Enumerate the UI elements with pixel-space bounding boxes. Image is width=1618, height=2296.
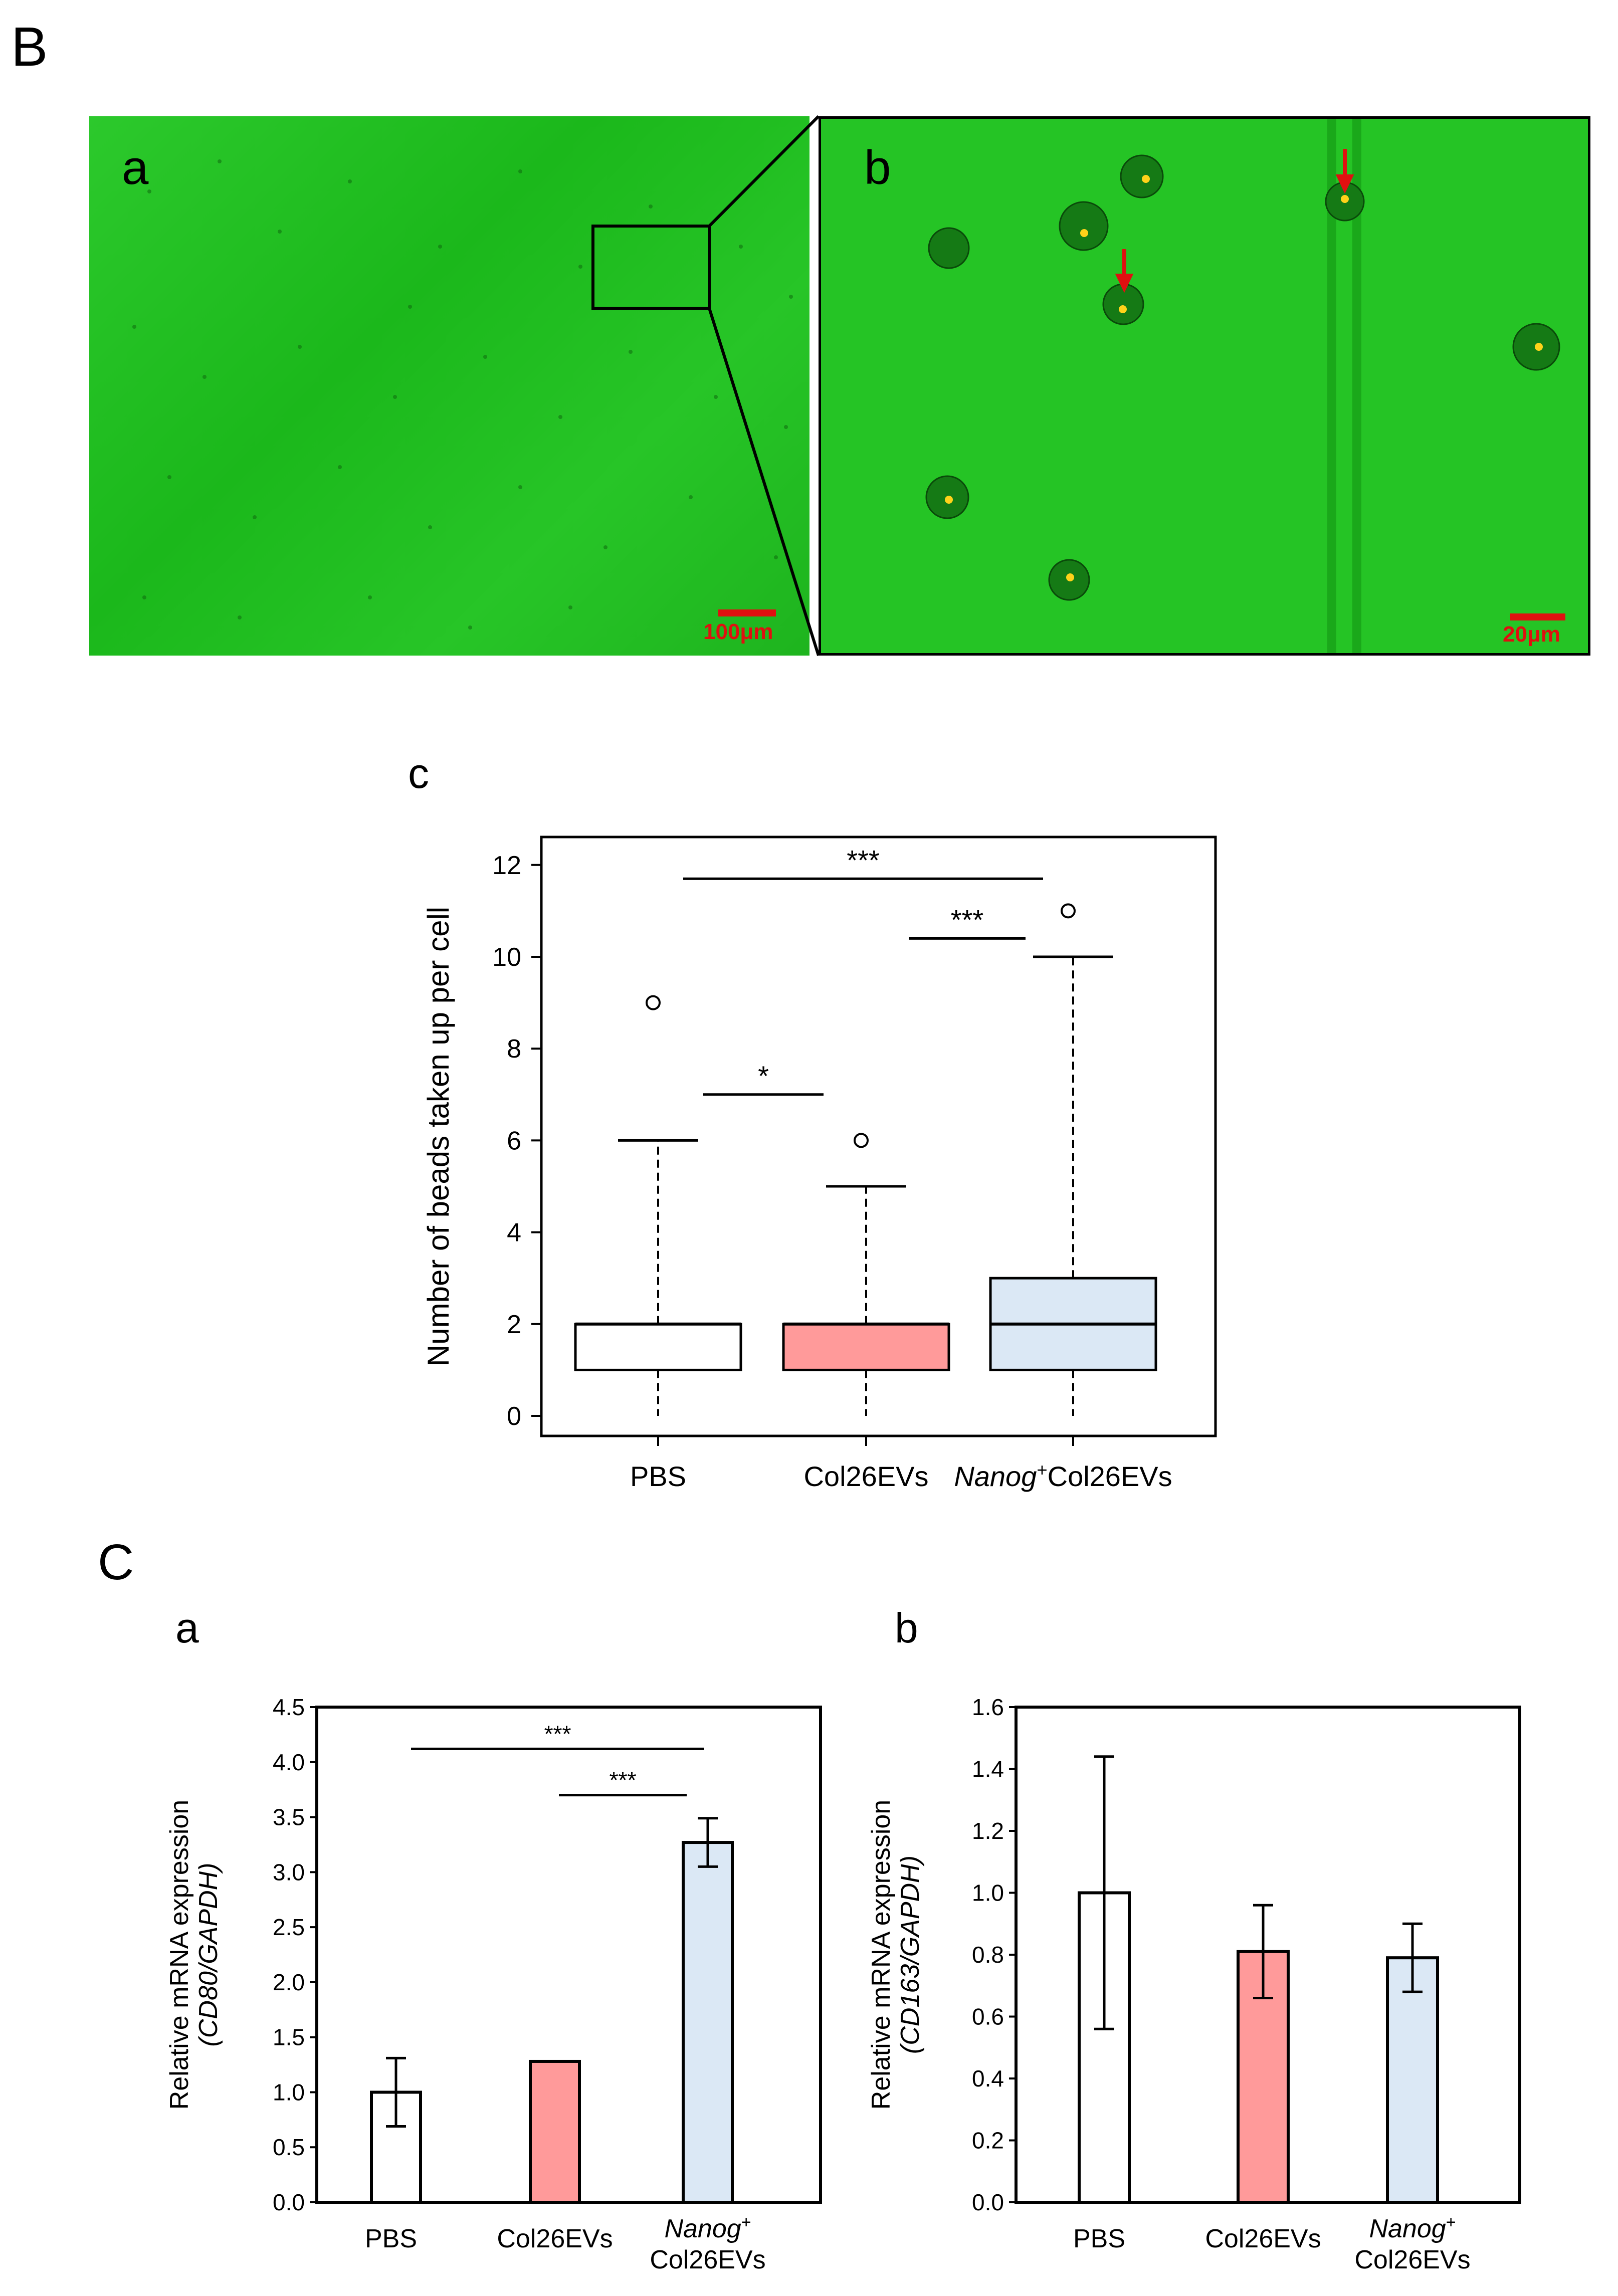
y-tick-label: 4 (507, 1218, 521, 1247)
y-tick-label: 2.5 (273, 1914, 305, 1940)
panel-label-B: B (11, 16, 48, 78)
y-tick-label: 8 (507, 1034, 521, 1064)
significance-label: *** (544, 1721, 571, 1747)
box (782, 1323, 950, 1371)
y-tick-label: 0.5 (273, 2134, 305, 2160)
micrograph-a: 100μm (89, 116, 810, 656)
y-tick-label: 0.0 (273, 2189, 305, 2215)
significance-label: * (758, 1060, 769, 1092)
y-tick-label: 0.4 (972, 2065, 1004, 2092)
y-axis-label: Number of beads taken up per cell (422, 907, 455, 1366)
micrograph-b-label: b (864, 141, 891, 194)
bar-chart-cd163: 0.0 0.2 0.4 0.6 0.8 1.0 1.2 1.4 1.6 Relative mRNA… (867, 1694, 1521, 2274)
y-tick-label: 1.2 (972, 1818, 1004, 1844)
y-tick-label: 3.0 (273, 1859, 305, 1885)
x-tick-label-nanog-line1: Nanog+ (664, 2213, 751, 2243)
panel-label-Ca: a (175, 1604, 199, 1651)
y-tick-label: 2 (507, 1310, 521, 1339)
y-tick-label: 1.6 (972, 1694, 1004, 1720)
outlier-point (854, 1133, 869, 1148)
y-tick-label: 2.0 (273, 1969, 305, 1995)
micrograph-a-cells (132, 159, 793, 630)
boxplot-chart: 0 2 4 6 8 10 12 Number of beads taken up per ce… (422, 836, 1217, 1493)
y-tick-label: 0 (507, 1402, 521, 1431)
significance-label: *** (951, 904, 983, 935)
scale-bar-b (1510, 613, 1565, 620)
bar (1386, 1956, 1439, 2204)
y-tick-label: 10 (492, 943, 521, 972)
y-tick-label: 1.4 (972, 1756, 1004, 1782)
x-tick-label-nanog-col26evs: Nanog+Col26EVs (954, 1459, 1172, 1493)
bar-chart-cd80: 0.0 0.5 1.0 1.5 2.0 2.5 3.0 3.5 4.0 4.5 Relative m… (165, 1694, 822, 2274)
x-tick-label-col26evs: Col26EVs (803, 1460, 928, 1492)
x-tick-label-pbs: PBS (1073, 2224, 1125, 2253)
scale-label-b: 20μm (1503, 622, 1560, 647)
outlier-point (646, 995, 661, 1010)
y-axis-label: Relative mRNA expression (165, 1800, 194, 2110)
scale-label-a: 100μm (703, 619, 773, 644)
bar (682, 1841, 734, 2204)
significance-label: *** (610, 1767, 637, 1793)
x-tick-label-pbs: PBS (630, 1460, 686, 1492)
y-axis-label-ratio: (CD163/GAPDH) (896, 1855, 925, 2054)
bar (529, 2059, 581, 2204)
x-tick-label-nanog-line1: Nanog+ (1369, 2213, 1456, 2243)
y-tick-label: 1.0 (273, 2079, 305, 2105)
significance-label: *** (847, 844, 879, 876)
panel-label-c: c (408, 750, 429, 797)
y-tick-label: 4.0 (273, 1749, 305, 1775)
y-tick-label: 4.5 (273, 1694, 305, 1720)
y-tick-label: 1.0 (972, 1880, 1004, 1906)
y-tick-label: 0.6 (972, 2004, 1004, 2030)
y-axis-label-ratio: (CD80/GAPDH) (194, 1863, 223, 2047)
y-tick-label: 12 (492, 851, 521, 880)
y-tick-label: 3.5 (273, 1804, 305, 1830)
y-axis-label: Relative mRNA expression (867, 1800, 896, 2110)
x-tick-label-nanog-line2: Col26EVs (650, 2245, 765, 2274)
y-tick-label: 0.2 (972, 2128, 1004, 2154)
micrograph-a-label: a (122, 141, 149, 194)
x-tick-label-pbs: PBS (365, 2224, 417, 2253)
x-tick-label-nanog-line2: Col26EVs (1354, 2245, 1470, 2274)
micrograph-b: 20μm (819, 116, 1590, 656)
panel-label-Cb: b (895, 1604, 918, 1651)
outlier-point (1061, 903, 1076, 919)
x-tick-label-col26evs: Col26EVs (497, 2224, 613, 2253)
x-tick-label-col26evs: Col26EVs (1205, 2224, 1321, 2253)
y-tick-label: 0.8 (972, 1942, 1004, 1968)
y-tick-label: 6 (507, 1126, 521, 1155)
box (574, 1323, 742, 1371)
micrograph-b-cells (925, 119, 1560, 653)
plot-frame (540, 836, 1217, 1437)
y-tick-label: 0.0 (972, 2189, 1004, 2215)
y-tick-label: 1.5 (273, 2024, 305, 2050)
panel-label-C: C (98, 1534, 134, 1590)
scale-bar-a (718, 609, 776, 616)
zoom-region-box (591, 225, 711, 310)
